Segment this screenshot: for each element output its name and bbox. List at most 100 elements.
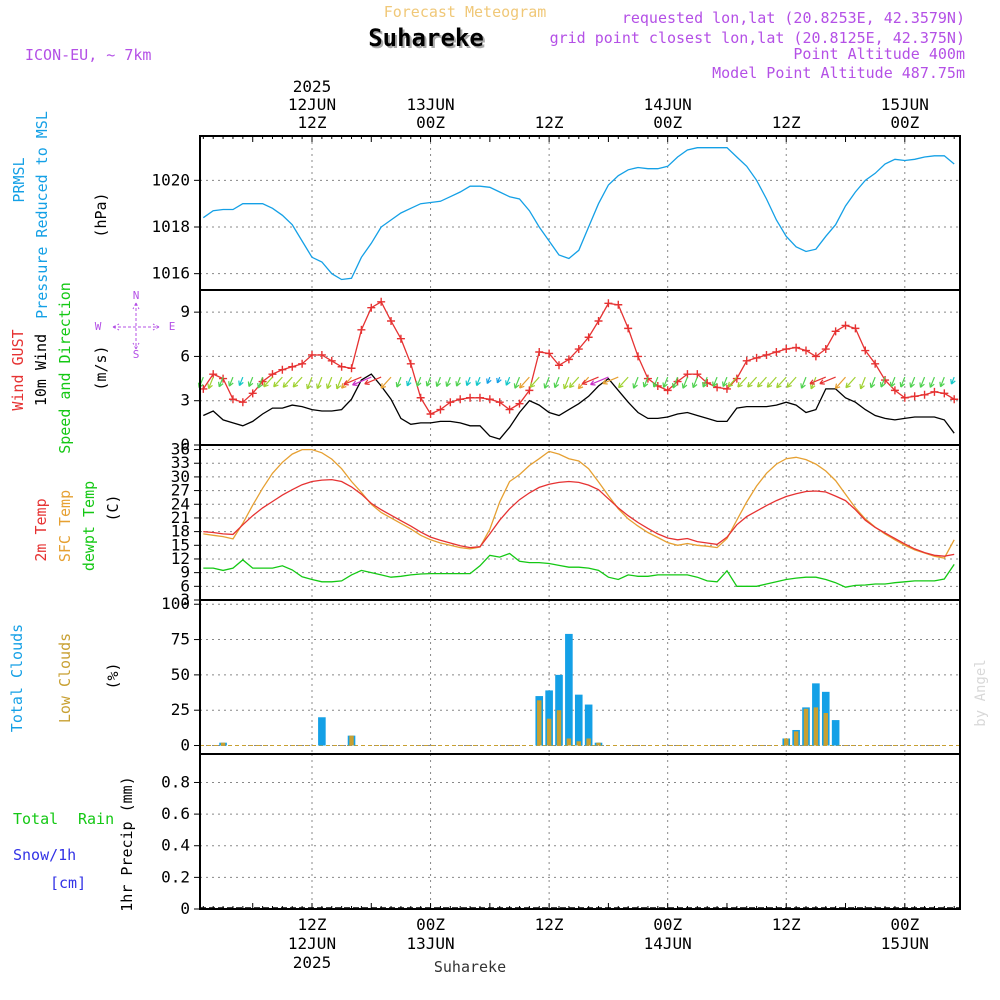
wind-direction-arrow-icon (364, 376, 382, 385)
time-label-bottom: 2025 (293, 953, 332, 972)
time-label-top: 12Z (298, 113, 327, 132)
low-cloud-bar (537, 700, 542, 746)
wind-direction-arrow-icon (766, 376, 777, 388)
y-tick-label: 75 (171, 630, 190, 649)
wind-direction-arrow-icon (335, 376, 343, 390)
cloud-low-label: Low Clouds (56, 633, 74, 723)
wind-direction-arrow-icon (273, 376, 283, 388)
panel-frame (199, 135, 961, 291)
y-tick-label: 1020 (151, 170, 190, 189)
y-tick-label: 6 (180, 346, 190, 365)
wind-gust-marker (288, 362, 297, 371)
compass-s: S (133, 348, 140, 361)
time-label-top: 13JUN (406, 95, 454, 114)
time-label-top: 00Z (890, 113, 919, 132)
wind-gust-marker (604, 299, 613, 308)
wind-direction-arrow-icon (845, 376, 856, 389)
panel-frame (199, 753, 961, 910)
wind-direction-arrow-icon (727, 376, 738, 388)
wind-direction-arrow-icon (869, 376, 876, 389)
wind-direction-arrow-icon (406, 376, 412, 387)
wind-direction-arrow-icon (513, 376, 521, 389)
wind-direction-arrow-icon (343, 376, 362, 386)
wind-direction-arrow-icon (415, 376, 422, 387)
grid-layer (200, 136, 960, 910)
wind-gust-marker (545, 349, 554, 358)
time-label-top: 12Z (772, 113, 801, 132)
wind-gust-marker (268, 370, 277, 379)
wind-gust-marker (317, 350, 326, 359)
wind-direction-arrow-icon (316, 376, 323, 390)
wind-direction-arrow-icon (486, 376, 492, 384)
y-tick-label: 27 (171, 481, 190, 500)
wind-direction-arrow-icon (737, 376, 748, 388)
wind-direction-arrow-icon (326, 376, 333, 390)
y-tick-label: 9 (180, 302, 190, 321)
time-label-bottom: 13JUN (406, 934, 454, 953)
wind-direction-arrow-icon (568, 376, 580, 389)
wind-gust-marker (861, 346, 870, 355)
wind-gust-marker (890, 386, 899, 395)
low-cloud-bar (586, 738, 591, 746)
wind-gust-marker (564, 355, 573, 364)
low-cloud-bar (793, 731, 799, 746)
cloud-unit: (%) (104, 662, 122, 689)
wind-gust-marker (594, 317, 603, 325)
wind-dir-label: Speed and Direction (56, 282, 74, 454)
time-label-top: 2025 (293, 77, 332, 96)
wind-direction-arrow-icon (207, 376, 214, 390)
y-tick-label: 0 (180, 899, 190, 918)
wind-direction-arrow-icon (919, 376, 926, 388)
wind-direction-arrow-icon (712, 376, 718, 387)
time-label-bottom: 00Z (416, 915, 445, 934)
data-layer (197, 147, 960, 909)
wind-direction-arrow-icon (247, 376, 254, 387)
wind-direction-arrow-icon (306, 376, 313, 390)
y-tick-label: 50 (171, 665, 190, 684)
wind-direction-arrow-icon (662, 376, 669, 388)
pressure-label-1: PRMSL (10, 157, 28, 202)
wind-direction-arrow-icon (691, 376, 698, 389)
sfc-temp-line (203, 448, 955, 559)
y-tick-label: 9 (180, 563, 190, 582)
wind-gust-marker (614, 300, 623, 309)
compass-w: W (95, 320, 102, 333)
total-cloud-bar (318, 717, 326, 746)
wind-direction-arrow-icon (681, 376, 688, 389)
low-cloud-bar (823, 713, 828, 746)
y-tick-label: 0 (180, 435, 190, 454)
precip-unit: 1hr Precip (mm) (118, 776, 136, 911)
wind-direction-arrow-icon (747, 376, 758, 388)
wind-gust-marker (762, 350, 771, 359)
time-label-top: 00Z (416, 113, 445, 132)
wind-direction-arrow-icon (810, 376, 817, 390)
wind-direction-arrow-icon (809, 376, 826, 385)
precip-total-label: Total (13, 810, 58, 828)
requested-coords: requested lon,lat (20.8253E, 42.3579N) (622, 9, 965, 27)
y-tick-label: 33 (171, 453, 190, 472)
location-title-shadow: Suhareke (370, 26, 486, 54)
y-tick-label: 25 (171, 700, 190, 719)
wind-gust-marker (634, 352, 643, 361)
panel-frame (199, 444, 961, 601)
time-label-bottom: 14JUN (644, 934, 692, 953)
wind-gust-marker (387, 317, 396, 325)
y-tick-label: 18 (171, 522, 190, 541)
wind-gust-marker (327, 356, 336, 365)
wind-gust-marker (258, 377, 267, 386)
model-label: ICON-EU, ~ 7km (25, 46, 151, 64)
credit: by Angel (973, 659, 989, 726)
compass-rose: N S E W (95, 289, 176, 361)
chart-title: Forecast Meteogram (384, 3, 547, 21)
wind-gust-label: Wind GUST (9, 329, 27, 410)
y-tick-label: 15 (171, 535, 190, 554)
wind-gust-marker (683, 370, 692, 379)
y-tick-label: 0 (180, 736, 190, 755)
wind-gust-marker (248, 389, 257, 398)
temp-sfc-label: SFC Temp (56, 490, 74, 562)
temp-dew-label: dewpt Temp (80, 481, 98, 571)
wind-direction-arrow-icon (889, 376, 896, 388)
wind-direction-arrow-icon (776, 376, 787, 389)
time-label-bottom: 00Z (890, 915, 919, 934)
tick-labels: 1016101810200369369121518212427303336025… (151, 77, 928, 972)
